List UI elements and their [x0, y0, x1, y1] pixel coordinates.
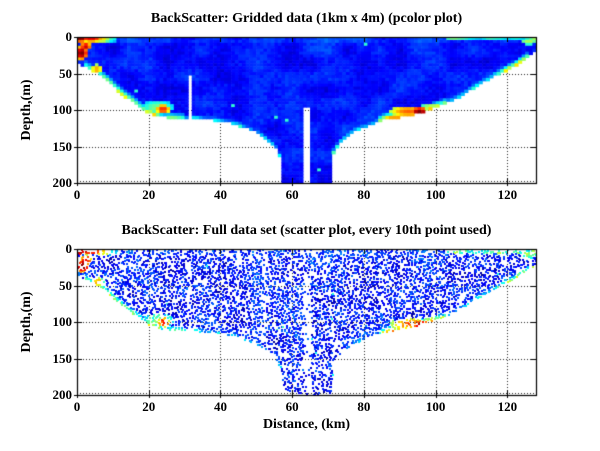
x-tick-label: 0 — [73, 399, 81, 414]
x-tick-label: 120 — [497, 399, 518, 414]
distance-axis-label: Distance, (km) — [262, 417, 351, 432]
x-tick-label: 0 — [73, 187, 81, 202]
y-tick-label: 150 — [52, 138, 73, 154]
x-tick-label: 20 — [142, 399, 156, 414]
scatter-plot-title: BackScatter: Full data set (scatter plot… — [121, 223, 492, 238]
pcolor-plot-title: BackScatter: Gridded data (1km x 4m) (pc… — [150, 11, 463, 26]
y-tick-label: 200 — [52, 175, 73, 190]
x-tick-label: 80 — [357, 399, 371, 414]
x-tick-label: 80 — [357, 187, 371, 202]
y-tick-label: 150 — [52, 350, 73, 366]
x-tick-label: 40 — [213, 399, 227, 414]
x-tick-label: 60 — [285, 399, 299, 414]
y-tick-label: 0 — [65, 241, 73, 256]
y-tick-label: 100 — [52, 102, 73, 117]
x-tick-label: 100 — [425, 399, 446, 414]
x-tick-label: 60 — [285, 187, 299, 202]
y-tick-label: 50 — [59, 277, 72, 293]
y-tick-label: 200 — [52, 387, 73, 402]
x-tick-label: 20 — [142, 187, 156, 202]
y-tick-label: 0 — [65, 29, 73, 44]
x-tick-label: 120 — [497, 187, 518, 202]
x-tick-label: 40 — [213, 187, 227, 202]
y-tick-label: 50 — [59, 65, 72, 81]
x-tick-label: 100 — [425, 187, 446, 202]
y-tick-label: 100 — [52, 314, 73, 329]
